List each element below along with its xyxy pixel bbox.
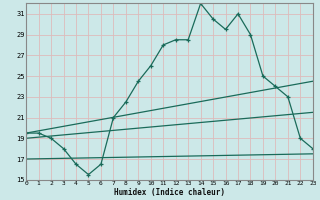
- X-axis label: Humidex (Indice chaleur): Humidex (Indice chaleur): [114, 188, 225, 197]
